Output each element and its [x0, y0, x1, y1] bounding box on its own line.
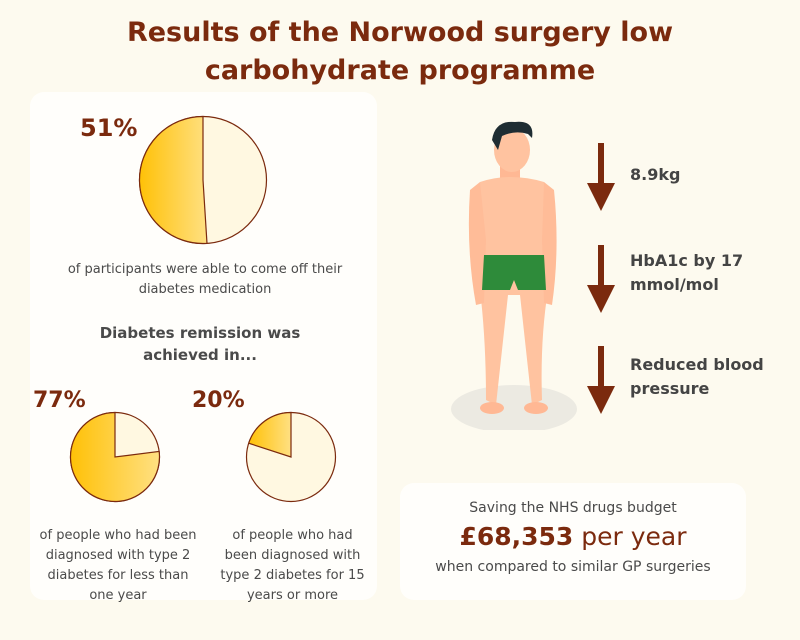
weight-loss-stat: 8.9kg	[630, 165, 681, 184]
savings-period: per year	[581, 522, 687, 551]
arrow-down-icon	[587, 346, 615, 414]
savings-outro: when compared to similar GP surgeries	[435, 559, 711, 575]
arrow-down-icon	[587, 245, 615, 313]
savings-card: Saving the NHS drugs budget £68,353 per …	[400, 483, 746, 600]
pie-label-15-years: 20%	[192, 388, 245, 413]
page-title: Results of the Norwood surgery low carbo…	[126, 17, 674, 86]
pie-label-less-than-one-year: 77%	[33, 388, 86, 413]
savings-amount: £68,353	[459, 522, 574, 551]
pie-value-slice	[69, 411, 161, 503]
caption-medication: of participants were able to come off th…	[67, 262, 343, 297]
savings-intro: Saving the NHS drugs budget	[469, 500, 677, 516]
remission-heading: Diabetes remission was achieved in...	[99, 324, 301, 364]
pie-value-slice	[138, 115, 208, 245]
caption-15-years: of people who had been diagnosed with ty…	[220, 528, 365, 603]
man-illustration	[451, 121, 577, 430]
pie-value-slice	[247, 411, 292, 458]
pie-chart-less-than-one-year	[69, 411, 161, 503]
arrow-down-icon	[587, 143, 615, 211]
pie-label-medication: 51%	[80, 114, 138, 142]
savings-amount-line: £68,353 per year	[400, 522, 746, 551]
caption-less-than-one-year: of people who had been diagnosed with ty…	[39, 528, 197, 603]
pie-chart-medication	[138, 115, 268, 245]
pie-chart-15-years	[245, 411, 337, 503]
hba1c-stat: HbA1c by 17 mmol/mol	[630, 251, 744, 294]
blood-pressure-stat: Reduced blood pressure	[630, 355, 764, 398]
